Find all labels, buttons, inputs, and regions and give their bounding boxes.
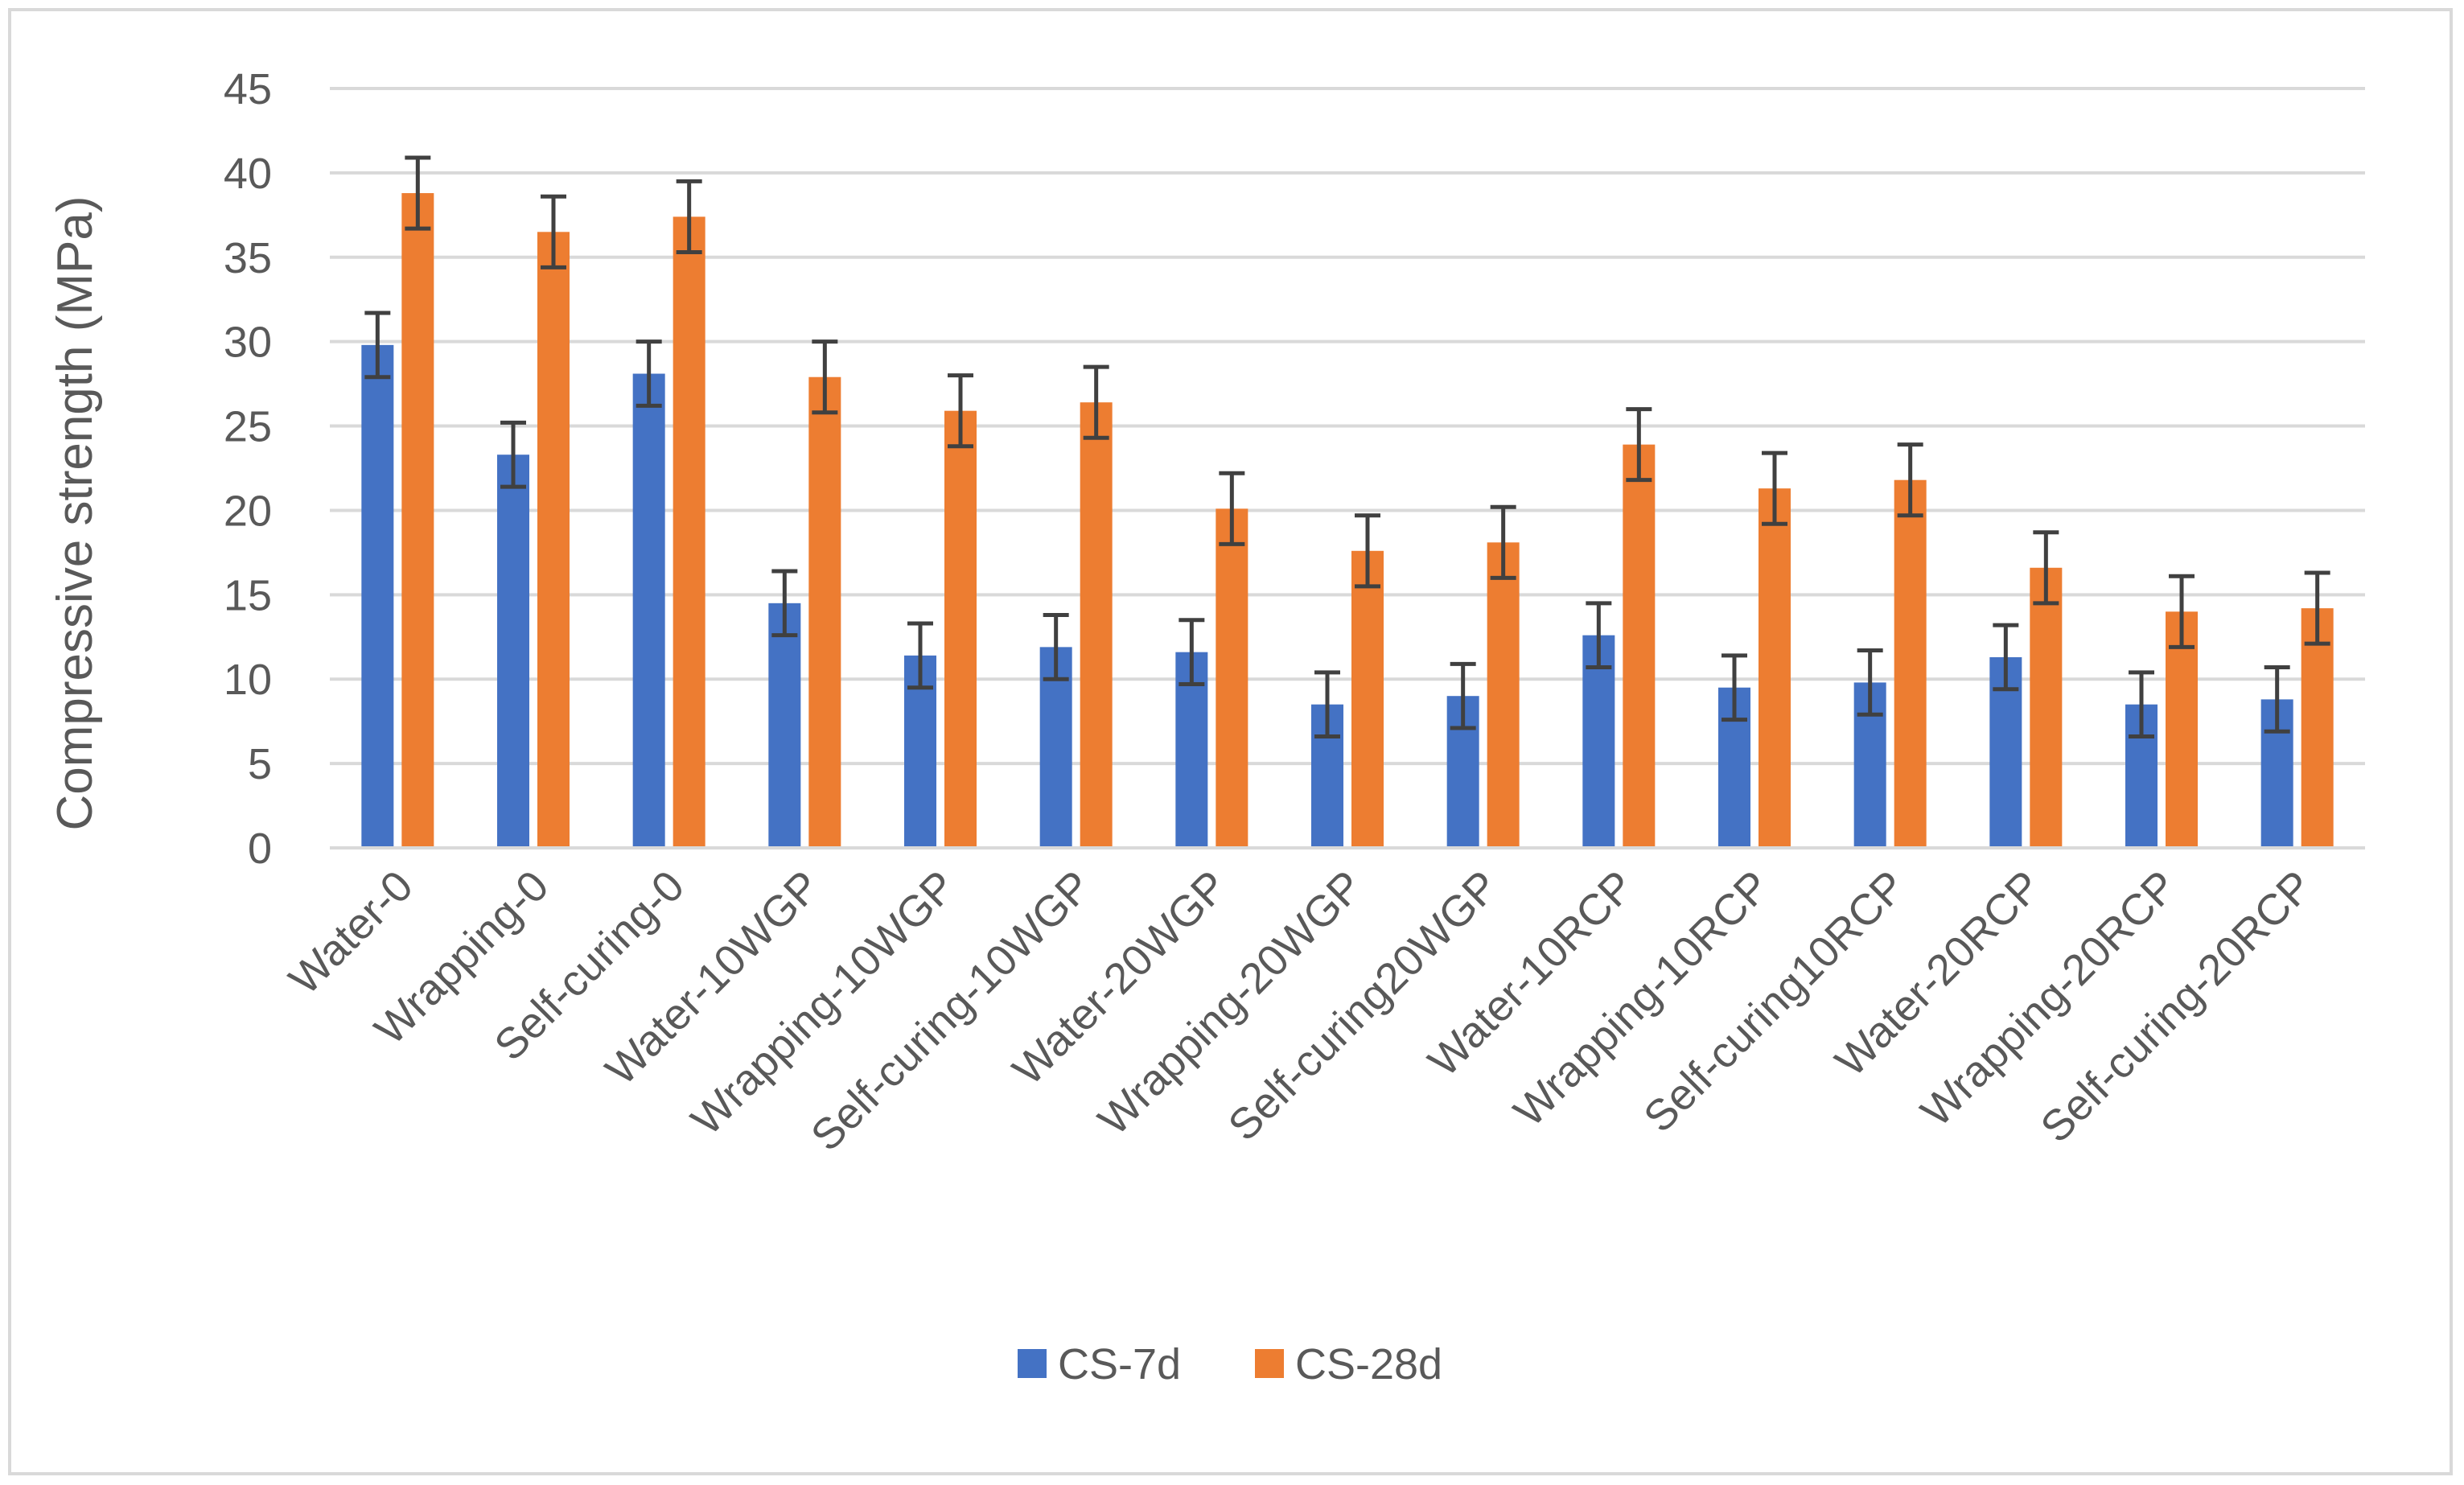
bar-cs-7d-water-0 <box>361 344 394 849</box>
legend-label: CS-28d <box>1295 1340 1442 1388</box>
category-label: Water-0 <box>280 862 422 1004</box>
error-bar <box>771 569 798 638</box>
error-bar <box>541 194 566 269</box>
bar-cs-28d-water-0 <box>401 193 434 848</box>
category-label: Wrapping-20RCP <box>1912 862 2186 1136</box>
legend-swatch <box>1255 1349 1284 1378</box>
error-bar <box>364 311 391 380</box>
y-tick-labels: 0 5 10 15 20 25 30 35 40 45 <box>224 65 272 873</box>
y-tick-label: 20 <box>224 487 272 535</box>
category-label: Wrapping-10RCP <box>1505 862 1779 1136</box>
bar-cs-28d-self-curing10rcp <box>1894 479 1927 848</box>
bar-cs-28d-wrapping-10rcp <box>1759 488 1791 848</box>
error-bar <box>1450 661 1476 730</box>
category-label: Wrapping-20WGP <box>1089 862 1372 1145</box>
error-bar <box>636 339 662 408</box>
category-labels: Water-0Wrapping-0Self-curing-0Water-10WG… <box>280 862 2322 1160</box>
bar-cs-7d-wrapping-0 <box>497 455 529 848</box>
error-bar <box>2264 665 2290 734</box>
error-bar <box>1722 653 1747 722</box>
gridlines <box>330 87 2365 766</box>
bar-cs-28d-water-10wgp <box>808 376 841 849</box>
y-tick-label: 30 <box>224 319 272 367</box>
bar-cs-7d-water-10rcp <box>1582 635 1615 848</box>
bar-cs-28d-wrapping-20wgp <box>1351 550 1384 848</box>
error-bar <box>1219 471 1245 546</box>
error-bar <box>2033 530 2059 606</box>
error-bar <box>1314 670 1340 739</box>
error-bar <box>1626 407 1652 483</box>
error-bar <box>1490 504 1516 580</box>
error-bar <box>907 621 933 690</box>
error-bar <box>2304 570 2330 646</box>
error-bar <box>1586 601 1612 670</box>
bar-cs-7d-self-curing-0 <box>632 373 665 849</box>
y-tick-label: 15 <box>224 571 272 619</box>
error-bar <box>1355 513 1380 589</box>
bar-cs-28d-self-curing-0 <box>673 216 705 848</box>
bar-cs-28d-water-20rcp <box>2030 567 2063 848</box>
bar-cs-28d-self-curing20wgp <box>1487 542 1520 848</box>
bars <box>361 193 2334 849</box>
y-tick-label: 35 <box>224 234 272 282</box>
y-tick-label: 0 <box>248 825 272 873</box>
bar-cs-28d-self-curing-10wgp <box>1080 402 1113 849</box>
bar-cs-28d-wrapping-0 <box>537 232 570 848</box>
y-tick-label: 5 <box>248 740 272 788</box>
legend: CS-7d CS-28d <box>1018 1340 1442 1388</box>
error-bar <box>1993 623 2019 692</box>
error-bar <box>1762 450 1787 526</box>
legend-swatch <box>1018 1349 1047 1378</box>
legend-label: CS-7d <box>1058 1340 1181 1388</box>
error-bar <box>1179 618 1205 687</box>
error-bar <box>1083 364 1109 440</box>
error-bar <box>405 155 431 231</box>
bar-cs-28d-water-10rcp <box>1623 444 1656 848</box>
error-bar <box>676 179 702 254</box>
error-bar <box>812 339 838 415</box>
y-tick-label: 45 <box>224 65 272 113</box>
bar-cs-28d-water-20wgp <box>1216 508 1248 848</box>
y-tick-label: 10 <box>224 656 272 704</box>
bar-cs-28d-wrapping-20rcp <box>2166 611 2198 848</box>
bar-cs-28d-self-curing-20rcp <box>2301 608 2334 848</box>
bar-cs-7d-water-10wgp <box>768 603 801 848</box>
legend-item-cs-7d: CS-7d <box>1018 1340 1181 1388</box>
error-bar <box>948 373 973 449</box>
category-label: Self-curing10RCP <box>1635 862 1915 1142</box>
bar-cs-28d-wrapping-10wgp <box>944 410 977 849</box>
error-bar <box>1043 613 1069 681</box>
error-bar <box>2169 574 2195 649</box>
y-tick-label: 40 <box>224 150 272 198</box>
error-bar <box>500 420 526 489</box>
error-bar <box>1857 648 1883 717</box>
error-bar <box>2129 670 2154 739</box>
category-label: Wrapping-10WGP <box>682 862 965 1145</box>
error-bar <box>1897 442 1923 518</box>
legend-item-cs-28d: CS-28d <box>1255 1340 1442 1388</box>
error-bars <box>364 155 2330 739</box>
y-tick-label: 25 <box>224 403 272 451</box>
y-axis-label: Compressive strength (MPa) <box>47 195 103 830</box>
